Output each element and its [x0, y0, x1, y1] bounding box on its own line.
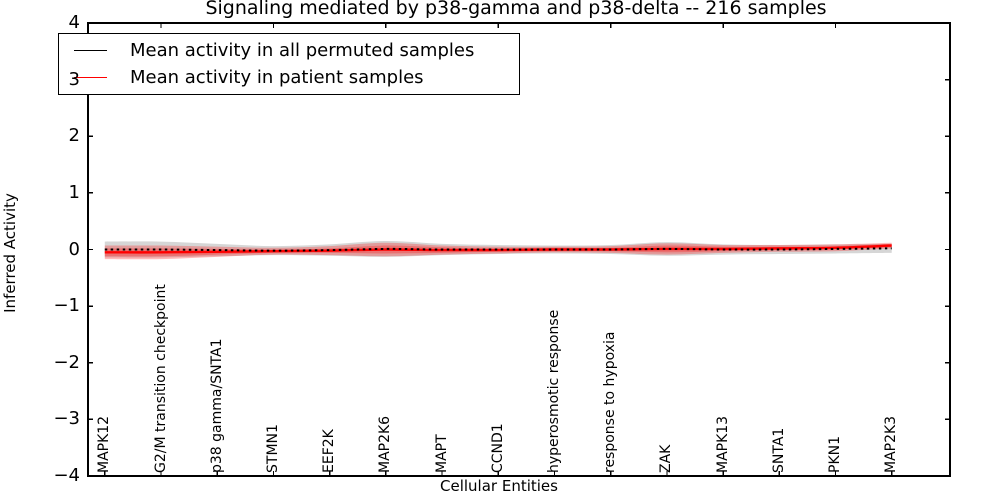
x-tick-label: STMN1 — [264, 424, 281, 473]
x-tick-label: SNTA1 — [770, 427, 787, 473]
y-tick-label: 2 — [68, 125, 80, 147]
x-tick-label: MAPK13 — [714, 415, 731, 473]
x-tick-label: ZAK — [658, 444, 675, 473]
x-tick-label: hyperosmotic response — [545, 309, 562, 473]
x-tick-label: MAPT — [433, 434, 450, 473]
legend-entry-permuted: Mean activity in all permuted samples — [59, 39, 519, 63]
legend-entry-patient: Mean activity in patient samples — [59, 66, 519, 90]
x-tick-label: EEF2K — [321, 429, 338, 473]
x-tick-label: MAP2K6 — [377, 415, 394, 473]
legend-line-sample-black — [74, 50, 107, 51]
y-tick-label: −3 — [53, 408, 80, 430]
x-axis-label: Cellular Entities — [440, 477, 558, 495]
legend: Mean activity in all permuted samples Me… — [58, 33, 520, 95]
y-tick-label: 1 — [68, 181, 80, 203]
y-tick-label: 3 — [68, 68, 80, 90]
x-tick-label: MAPK12 — [96, 415, 113, 473]
y-tick-label: −4 — [53, 465, 80, 486]
y-tick-label: −1 — [53, 295, 80, 317]
x-tick-label: CCND1 — [489, 423, 506, 473]
x-tick-label: response to hypoxia — [602, 331, 619, 473]
x-tick-label: PKN1 — [827, 435, 844, 473]
y-tick-label: −2 — [53, 351, 80, 373]
chart-title: Signaling mediated by p38-gamma and p38-… — [205, 0, 827, 19]
x-tick-label: p38 gamma/SNTA1 — [208, 338, 225, 474]
x-tick-label: MAP2K3 — [883, 415, 900, 473]
legend-label-permuted: Mean activity in all permuted samples — [130, 39, 475, 61]
legend-line-sample-red — [74, 77, 107, 78]
legend-label-patient: Mean activity in patient samples — [130, 66, 424, 88]
series-line-patient — [104, 244, 892, 254]
y-axis-label: Inferred Activity — [1, 193, 19, 313]
x-tick-label: G2/M transition checkpoint — [152, 284, 169, 473]
y-tick-label: 4 — [68, 12, 80, 33]
y-tick-label: 0 — [68, 238, 80, 260]
